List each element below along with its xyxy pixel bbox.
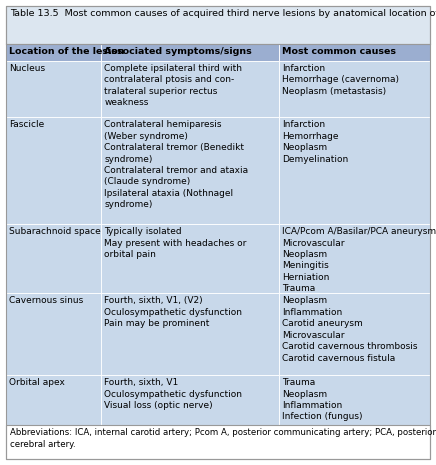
Text: Typically isolated
May present with headaches or
orbital pain: Typically isolated May present with head… bbox=[104, 227, 247, 259]
Text: Fourth, sixth, V1
Oculosympathetic dysfunction
Visual loss (optic nerve): Fourth, sixth, V1 Oculosympathetic dysfu… bbox=[104, 378, 242, 410]
Text: Abbreviations: ICA, internal carotid artery; Pcom A, posterior communicating art: Abbreviations: ICA, internal carotid art… bbox=[10, 428, 436, 449]
Text: Fourth, sixth, V1, (V2)
Oculosympathetic dysfunction
Pain may be prominent: Fourth, sixth, V1, (V2) Oculosympathetic… bbox=[104, 296, 242, 328]
Text: Location of the lesion: Location of the lesion bbox=[9, 47, 125, 56]
Bar bbox=[279, 224, 430, 293]
Bar bbox=[6, 375, 102, 425]
Bar bbox=[102, 224, 279, 293]
Text: Infarction
Hemorrhage (cavernoma)
Neoplasm (metastasis): Infarction Hemorrhage (cavernoma) Neopla… bbox=[283, 64, 399, 95]
Bar bbox=[102, 375, 279, 425]
Bar bbox=[6, 44, 102, 60]
Text: Cavernous sinus: Cavernous sinus bbox=[9, 296, 83, 306]
Text: Orbital apex: Orbital apex bbox=[9, 378, 65, 387]
Text: Nucleus: Nucleus bbox=[9, 64, 45, 73]
Bar bbox=[6, 6, 430, 44]
Bar bbox=[279, 44, 430, 60]
Bar bbox=[6, 224, 102, 293]
Text: Table 13.5  Most common causes of acquired third nerve lesions by anatomical loc: Table 13.5 Most common causes of acquire… bbox=[10, 9, 436, 18]
Text: Neoplasm
Inflammation
Carotid aneurysm
Microvascular
Carotid cavernous thrombosi: Neoplasm Inflammation Carotid aneurysm M… bbox=[283, 296, 418, 363]
Bar bbox=[6, 60, 102, 117]
Text: Associated symptoms/signs: Associated symptoms/signs bbox=[104, 47, 252, 56]
Bar bbox=[6, 425, 430, 459]
Text: Most common causes: Most common causes bbox=[283, 47, 396, 56]
Text: Subarachnoid space: Subarachnoid space bbox=[9, 227, 101, 236]
Text: ICA/Pcom A/Basilar/PCA aneurysm
Microvascular
Neoplasm
Meningitis
Herniation
Tra: ICA/Pcom A/Basilar/PCA aneurysm Microvas… bbox=[283, 227, 436, 293]
Text: Complete ipsilateral third with
contralateral ptosis and con-
tralateral superio: Complete ipsilateral third with contrala… bbox=[104, 64, 242, 107]
Bar bbox=[279, 293, 430, 375]
Text: Fascicle: Fascicle bbox=[9, 120, 44, 129]
Bar bbox=[102, 293, 279, 375]
Text: Trauma
Neoplasm
Inflammation
Infection (fungus): Trauma Neoplasm Inflammation Infection (… bbox=[283, 378, 363, 421]
Bar bbox=[6, 293, 102, 375]
Bar bbox=[6, 117, 102, 224]
Bar bbox=[279, 375, 430, 425]
Text: Infarction
Hemorrhage
Neoplasm
Demyelination: Infarction Hemorrhage Neoplasm Demyelina… bbox=[283, 120, 349, 164]
Bar bbox=[102, 60, 279, 117]
Bar bbox=[102, 44, 279, 60]
Text: Contralateral hemiparesis
(Weber syndrome)
Contralateral tremor (Benedikt
syndro: Contralateral hemiparesis (Weber syndrom… bbox=[104, 120, 249, 209]
Bar bbox=[279, 60, 430, 117]
Bar bbox=[102, 117, 279, 224]
Bar bbox=[279, 117, 430, 224]
